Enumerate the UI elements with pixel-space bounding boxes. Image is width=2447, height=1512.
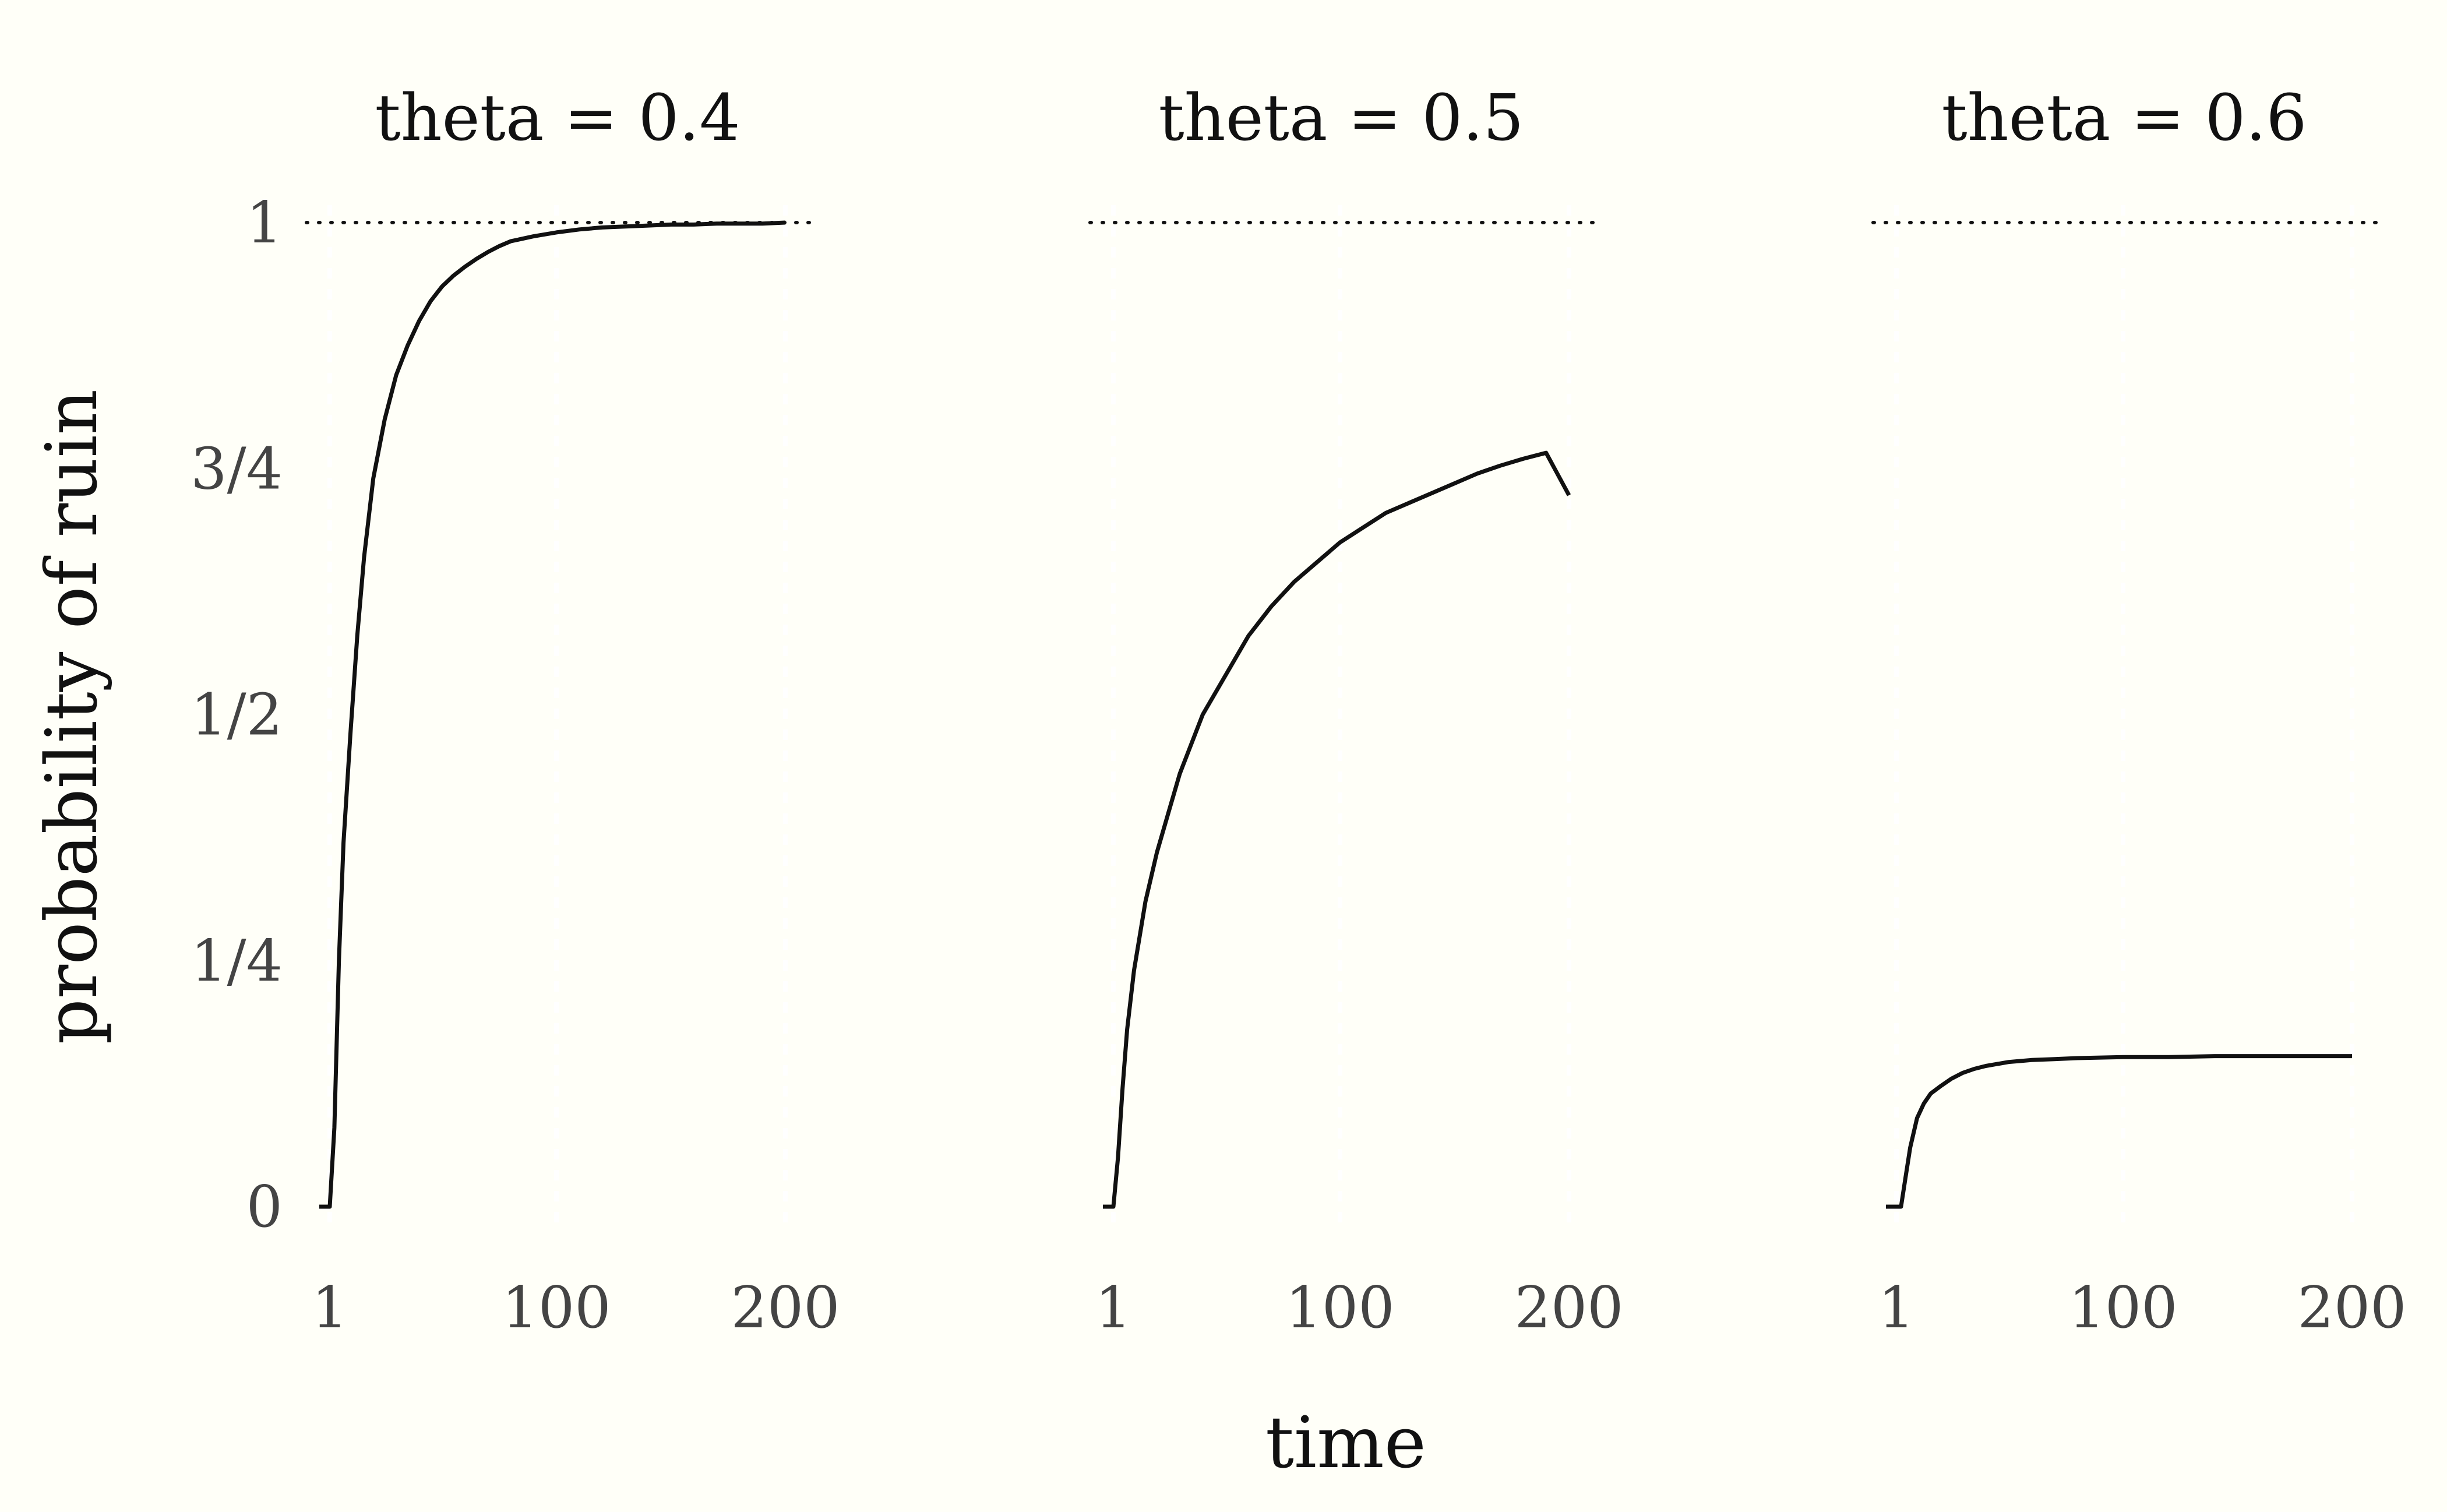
panel-title: theta = 0.5 <box>1159 80 1524 155</box>
x-tick-label: 200 <box>1514 1275 1623 1341</box>
y-tick-label: 3/4 <box>191 436 283 502</box>
y-tick-label: 1/4 <box>191 928 283 995</box>
x-tick-label: 200 <box>2297 1275 2406 1341</box>
y-tick-label: 0 <box>246 1174 283 1240</box>
panel-1: theta = 0.4 1 100 200 <box>305 80 840 1341</box>
series-line-1 <box>1103 450 1571 1209</box>
x-axis-title: time <box>1265 1401 1426 1484</box>
panel-2: theta = 0.5 1 100 200 <box>1088 80 1624 1341</box>
x-tick-label: 1 <box>1095 1275 1131 1341</box>
y-tick-label: 1 <box>246 190 283 256</box>
x-tick-label: 1 <box>1878 1275 1914 1341</box>
panel-title: theta = 0.6 <box>1942 80 2307 155</box>
x-tick-label: 100 <box>1286 1275 1395 1341</box>
series-line-1 <box>319 220 786 1209</box>
panel-3: theta = 0.6 1 100 200 <box>1871 80 2407 1341</box>
x-tick-label: 100 <box>502 1275 611 1341</box>
x-tick-label: 100 <box>2069 1275 2178 1341</box>
y-axis-title: probability of ruin <box>30 389 113 1044</box>
panel-title: theta = 0.4 <box>375 80 741 155</box>
x-tick-label: 1 <box>312 1275 348 1341</box>
x-tick-label: 200 <box>731 1275 840 1341</box>
y-tick-label: 1/2 <box>191 682 283 749</box>
series-line-1 <box>1886 1054 2352 1209</box>
